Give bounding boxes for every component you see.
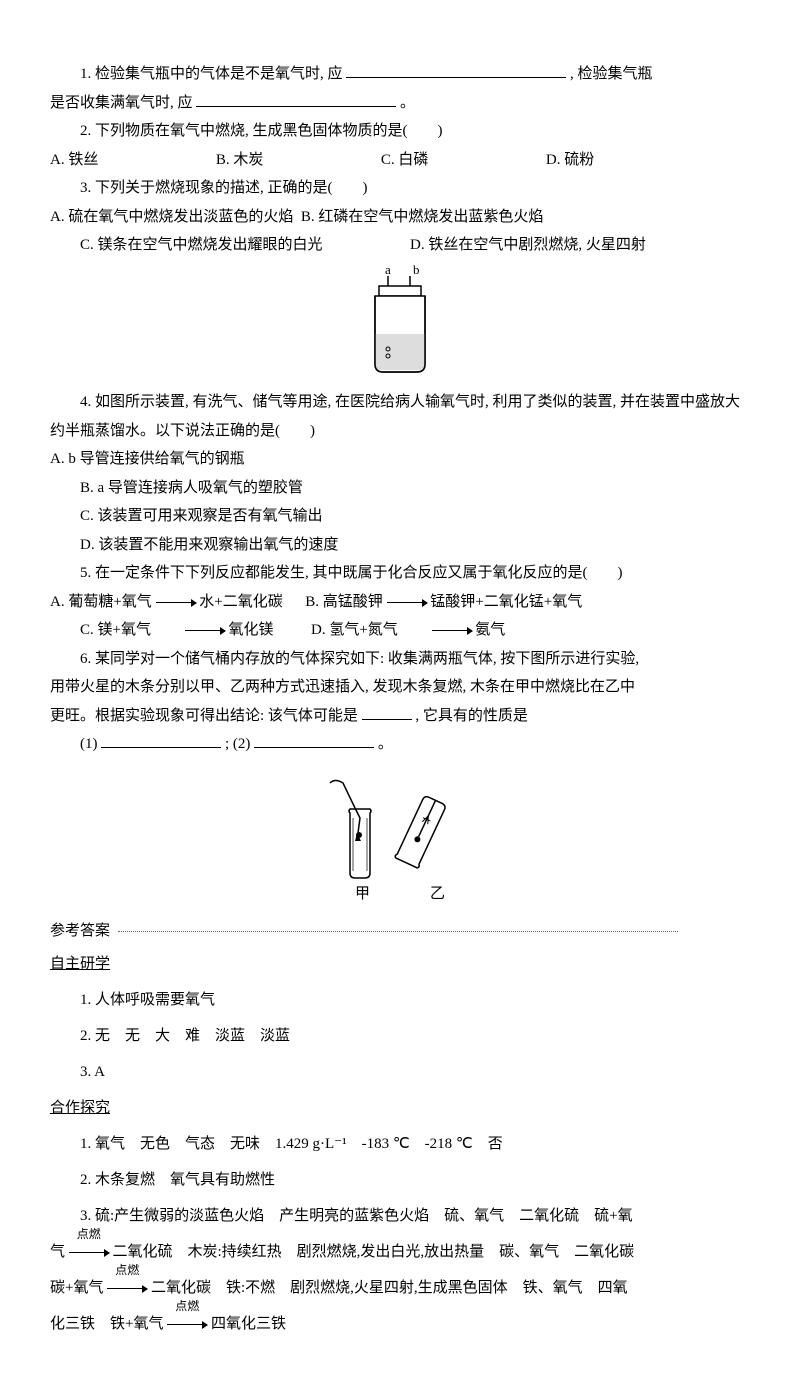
ans-s2-3d-l: 化三铁 铁+氧气 xyxy=(50,1316,163,1332)
arrow-icon xyxy=(156,588,196,617)
ans-s2-3a: 3. 硫:产生微弱的淡蓝色火焰 产生明亮的蓝紫色火焰 硫、氧气 二氧化硫 硫+氧 xyxy=(50,1198,750,1234)
q5-b-r: 锰酸钾+二氧化锰+氧气 xyxy=(430,594,582,610)
dotted-rule xyxy=(118,931,678,932)
sec-zizhu: 自主研学 xyxy=(50,956,110,972)
q6-figure: 甲 乙 xyxy=(50,763,750,914)
q5-d-l[interactable]: D. 氢气+氮气 xyxy=(311,622,398,638)
ans-s2-3d-r: 四氧化三铁 xyxy=(211,1316,286,1332)
q5-row2: C. 镁+氧气 氧化镁 D. 氢气+氮气 氨气 xyxy=(50,616,750,645)
ans-s2-2: 2. 木条复燃 氧气具有助燃性 xyxy=(50,1162,750,1198)
q1-blank1[interactable] xyxy=(346,62,566,78)
q1-mid: , 检验集气瓶 xyxy=(570,66,653,82)
q4-stem-text: 4. 如图所示装置, 有洗气、储气等用途, 在医院给病人输氧气时, 利用了类似的… xyxy=(50,394,740,439)
ans-s2-3b-l: 气 xyxy=(50,1244,65,1260)
arrow-icon xyxy=(387,588,427,617)
q2-b[interactable]: B. 木炭 xyxy=(216,146,264,175)
arrow-label: 点燃 xyxy=(175,1292,199,1321)
q2-choices: A. 铁丝 B. 木炭 C. 白磷 D. 硫粉 xyxy=(50,146,750,175)
q4-c[interactable]: C. 该装置可用来观察是否有氧气输出 xyxy=(50,502,750,531)
ans-s2-3c-l: 碳+氧气 xyxy=(50,1280,103,1296)
arrow-label: 点燃 xyxy=(77,1220,101,1249)
arrow-icon xyxy=(155,616,225,645)
q5-row1: A. 葡萄糖+氧气 水+二氧化碳 B. 高锰酸钾 锰酸钾+二氧化锰+氧气 xyxy=(50,588,750,617)
bottles-experiment-icon: 甲 乙 xyxy=(315,763,485,903)
ans-s2-3b-r: 二氧化硫 木炭:持续红热 剧烈燃烧,发出白光,放出热量 碳、氧气 二氧化碳 xyxy=(113,1244,635,1260)
arrow-label: 点燃 xyxy=(115,1256,139,1285)
q1-line2-text: 是否收集满氧气时, 应 xyxy=(50,95,193,111)
sec-hezuo: 合作探究 xyxy=(50,1100,110,1116)
q4-figure: a b xyxy=(50,264,750,385)
ans-s2-3d: 化三铁 铁+氧气 点燃 四氧化三铁 xyxy=(50,1306,750,1342)
q5-c-l[interactable]: C. 镁+氧气 xyxy=(80,622,151,638)
q6-l4: (1) ; (2) 。 xyxy=(50,730,750,759)
ans-s2-1: 1. 氧气 无色 气态 无味 1.429 g·L⁻¹ -183 ℃ -218 ℃… xyxy=(50,1126,750,1162)
ans-s1-2: 2. 无 无 大 难 淡蓝 淡蓝 xyxy=(50,1018,750,1054)
q1-end: 。 xyxy=(400,95,415,111)
q4-b[interactable]: B. a 导管连接病人吸氧气的塑胶管 xyxy=(50,474,750,503)
ans-s1-3: 3. A xyxy=(50,1054,750,1090)
q6-blank2[interactable] xyxy=(101,732,221,748)
q1-line2: 是否收集满氧气时, 应 。 xyxy=(50,89,750,118)
q6-cap-l: 甲 xyxy=(355,886,370,902)
q3-row2: C. 镁条在空气中燃烧发出耀眼的白光 D. 铁丝在空气中剧烈燃烧, 火星四射 xyxy=(50,231,750,260)
answers-title: 参考答案 xyxy=(50,923,110,939)
svg-text:b: b xyxy=(413,264,420,277)
ans-s2-3c: 碳+氧气 点燃 二氧化碳 铁:不燃 剧烈燃烧,火星四射,生成黑色固体 铁、氧气 … xyxy=(50,1270,750,1306)
ans-s2-3c-r: 二氧化碳 铁:不燃 剧烈燃烧,火星四射,生成黑色固体 铁、氧气 四氧 xyxy=(151,1280,628,1296)
q6-l3-end: , 它具有的性质是 xyxy=(415,708,528,724)
answers-title-row: 参考答案 xyxy=(50,917,750,946)
q3-b[interactable]: B. 红磷在空气中燃烧发出蓝紫色火焰 xyxy=(301,209,544,225)
q6-cap-r: 乙 xyxy=(430,886,445,902)
q4-stem: 4. 如图所示装置, 有洗气、储气等用途, 在医院给病人输氧气时, 利用了类似的… xyxy=(50,388,750,445)
q5-stem: 5. 在一定条件下下列反应都能发生, 其中既属于化合反应又属于氧化反应的是( ) xyxy=(50,559,750,588)
q6-l4a: (1) xyxy=(80,736,98,752)
q3-a[interactable]: A. 硫在氧气中燃烧发出淡蓝色的火焰 xyxy=(50,209,293,225)
arrow-icon: 点燃 xyxy=(107,1270,147,1306)
q3-c[interactable]: C. 镁条在空气中燃烧发出耀眼的白光 xyxy=(80,237,323,253)
q6-l1: 6. 某同学对一个储气桶内存放的气体探究如下: 收集满两瓶气体, 按下图所示进行… xyxy=(50,645,750,674)
q5-d-r: 氨气 xyxy=(475,622,505,638)
arrow-icon: 点燃 xyxy=(167,1306,207,1342)
q3-row1: A. 硫在氧气中燃烧发出淡蓝色的火焰 B. 红磷在空气中燃烧发出蓝紫色火焰 xyxy=(50,203,750,232)
q1-prefix: 1. 检验集气瓶中的气体是不是氧气时, 应 xyxy=(80,66,343,82)
q3-stem: 3. 下列关于燃烧现象的描述, 正确的是( ) xyxy=(50,174,750,203)
ans-s2-3b: 气 点燃 二氧化硫 木炭:持续红热 剧烈燃烧,发出白光,放出热量 碳、氧气 二氧… xyxy=(50,1234,750,1270)
q1-blank2[interactable] xyxy=(196,91,396,107)
svg-text:a: a xyxy=(385,264,391,277)
q4-a[interactable]: A. b 导管连接供给氧气的钢瓶 xyxy=(50,445,750,474)
q5-a-l[interactable]: A. 葡萄糖+氧气 xyxy=(50,594,152,610)
q6-l3-text: 更旺。根据实验现象可得出结论: 该气体可能是 xyxy=(50,708,358,724)
q2-d[interactable]: D. 硫粉 xyxy=(546,146,594,175)
q2-a[interactable]: A. 铁丝 xyxy=(50,146,98,175)
q3-d[interactable]: D. 铁丝在空气中剧烈燃烧, 火星四射 xyxy=(410,237,646,253)
q2-stem: 2. 下列物质在氧气中燃烧, 生成黑色固体物质的是( ) xyxy=(50,117,750,146)
q6-l4c: 。 xyxy=(378,736,393,752)
q6-blank3[interactable] xyxy=(254,732,374,748)
q6-l4b: ; (2) xyxy=(225,736,250,752)
q5-a-r: 水+二氧化碳 xyxy=(199,594,282,610)
ans-s1-1: 1. 人体呼吸需要氧气 xyxy=(50,982,750,1018)
q1-line1: 1. 检验集气瓶中的气体是不是氧气时, 应 , 检验集气瓶 xyxy=(50,60,750,89)
bottle-icon: a b xyxy=(355,264,445,374)
q5-b-l[interactable]: B. 高锰酸钾 xyxy=(305,594,383,610)
q4-d[interactable]: D. 该装置不能用来观察输出氧气的速度 xyxy=(50,531,750,560)
q6-blank1[interactable] xyxy=(362,704,412,720)
q2-c[interactable]: C. 白磷 xyxy=(381,146,429,175)
q6-l3: 更旺。根据实验现象可得出结论: 该气体可能是 , 它具有的性质是 xyxy=(50,702,750,731)
answers-block: 自主研学 1. 人体呼吸需要氧气 2. 无 无 大 难 淡蓝 淡蓝 3. A 合… xyxy=(50,946,750,1342)
q6-l2: 用带火星的木条分别以甲、乙两种方式迅速插入, 发现木条复燃, 木条在甲中燃烧比在… xyxy=(50,673,750,702)
q5-c-r: 氧化镁 xyxy=(228,622,273,638)
arrow-icon xyxy=(402,616,472,645)
arrow-icon: 点燃 xyxy=(69,1234,109,1270)
